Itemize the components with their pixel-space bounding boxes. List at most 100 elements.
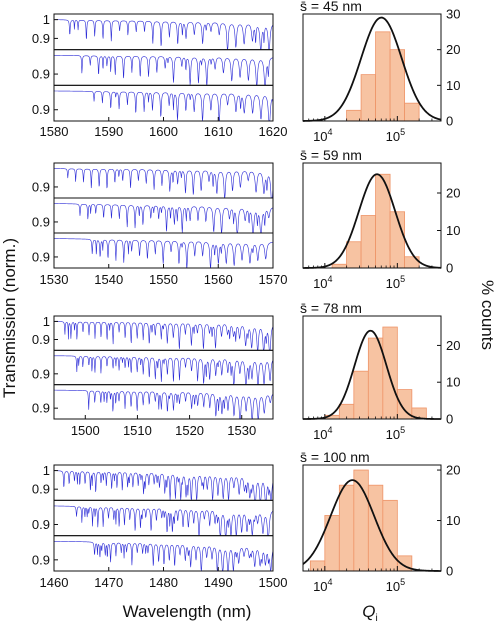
histogram-ytick-label: 0 [446,564,453,579]
histogram-bar [375,31,391,122]
spectrum-xtick-label: 1580 [40,124,69,139]
spectrum-trace-3 [54,389,274,419]
q-axis-label-subscript: i [376,613,378,624]
spectrum-ytick-label: 0.9 [32,552,50,567]
histogram-fit-curve [303,329,441,420]
spectrum-trace-1 [53,470,274,501]
spectrum-trace-3 [54,540,274,572]
spectrum-xtick-label: 1620 [259,124,288,139]
spectrum-xtick-label: 1590 [94,124,123,139]
spectrum-ytick-label: 1 [43,314,50,329]
histogram-bar [367,484,384,572]
spectrum-ytick-label: 0.9 [32,31,50,46]
spectrum-xtick-label: 1470 [94,575,123,590]
spectrum-xtick-label: 1460 [40,575,69,590]
spectrum-trace-1 [54,168,274,198]
spectrum-ytick-label: 0.9 [32,401,50,416]
histogram-title: s̄ = 59 nm [300,147,362,163]
xtick-exponent: 4 [328,127,333,137]
spectrum-trace-1 [53,19,274,50]
histogram-bar [367,337,384,420]
histogram-title: s̄ = 45 nm [300,0,362,14]
histogram-frame [302,13,442,122]
histogram-fit-curve [302,479,442,572]
histogram-frame [302,162,442,269]
spectrum-ytick-label: 0.9 [32,249,50,264]
histogram-ytick-label: 10 [446,78,460,93]
xtick-base: 10 [386,427,400,442]
histogram-xtick-label: 104 [313,127,332,144]
histogram-bar [331,263,347,269]
spectrum-ytick-label: 0.9 [32,517,50,532]
spectrum-xtick-label: 1490 [204,575,233,590]
spectrum-trace-3 [54,90,274,121]
histogram-xtick-label: 105 [386,577,405,594]
xtick-base: 10 [386,579,400,594]
spectrum-trace-1 [53,321,274,351]
spectrum-ytick-label: 1 [43,12,50,27]
spectrum-ytick-label: 0.9 [32,179,50,194]
histogram-ytick-label: 20 [446,186,460,201]
histogram-bar [346,241,362,269]
xtick-exponent: 4 [328,274,333,284]
histogram-bar [346,109,362,122]
spectrum-ytick-label: 0.9 [32,67,50,82]
spectrum-xtick-label: 1500 [259,575,288,590]
histogram-xtick-label: 105 [386,274,405,291]
q-axis-label-main: Q [362,602,375,621]
xtick-base: 10 [313,427,327,442]
xtick-exponent: 5 [400,425,405,435]
histogram-bar [338,484,355,572]
histogram-ytick-label: 20 [446,338,460,353]
histogram-bar [353,469,369,572]
xtick-exponent: 5 [400,577,405,587]
xtick-base: 10 [386,276,400,291]
spectrum-ytick-label: 0.9 [32,482,50,497]
histogram-bar [360,74,376,122]
histogram-ytick-label: 0 [446,114,453,129]
histogram-bar [353,370,369,420]
spectrum-xtick-label: 1560 [204,272,233,287]
spectrum-trace-2 [54,505,274,536]
histogram-frame [302,464,442,572]
histogram-ytick-label: 0 [446,261,453,276]
histogram-ytick-label: 10 [446,375,460,390]
xtick-base: 10 [313,129,327,144]
q-axis-label: Qi [362,602,377,624]
histogram-fit-curve [302,173,442,269]
xtick-base: 10 [313,276,327,291]
spectrum-xtick-label: 1530 [40,272,69,287]
spectrum-xtick-label: 1570 [259,272,288,287]
xtick-exponent: 5 [400,127,405,137]
spectrum-ytick-label: 0.9 [32,102,50,117]
spectrum-ytick-label: 1 [43,463,50,478]
counts-axis-label: % counts [478,280,497,350]
spectrum-xtick-label: 1510 [123,423,152,438]
spectrum-subplot-frame-2 [53,349,274,386]
histogram-ytick-label: 0 [446,412,453,427]
histogram-bar [404,102,420,122]
histogram-xtick-label: 105 [386,425,405,442]
histogram-fit-curve [302,16,442,122]
spectrum-xtick-label: 1530 [227,423,256,438]
histogram-bar [382,326,398,420]
spectrum-subplot-frame-2 [53,49,274,86]
spectrum-trace-2 [54,203,274,233]
xtick-exponent: 5 [400,274,405,284]
spectrum-xtick-label: 1550 [149,272,178,287]
spectrum-ytick-label: 0.9 [32,214,50,229]
xtick-exponent: 4 [328,425,333,435]
transmission-axis-label: Transmission (norm.) [0,238,19,398]
spectrum-subplot-frame-1 [53,162,274,199]
spectrum-xtick-label: 1480 [149,575,178,590]
spectrum-ytick-label: 0.9 [32,332,50,347]
histogram-xtick-label: 104 [313,274,332,291]
histogram-title: s̄ = 100 nm [300,449,370,465]
spectrum-panel-2: 0.9 0.9 0.9 1530 1540 1550 1560 1570 [32,162,288,287]
xtick-base: 10 [313,579,327,594]
xtick-exponent: 4 [328,577,333,587]
